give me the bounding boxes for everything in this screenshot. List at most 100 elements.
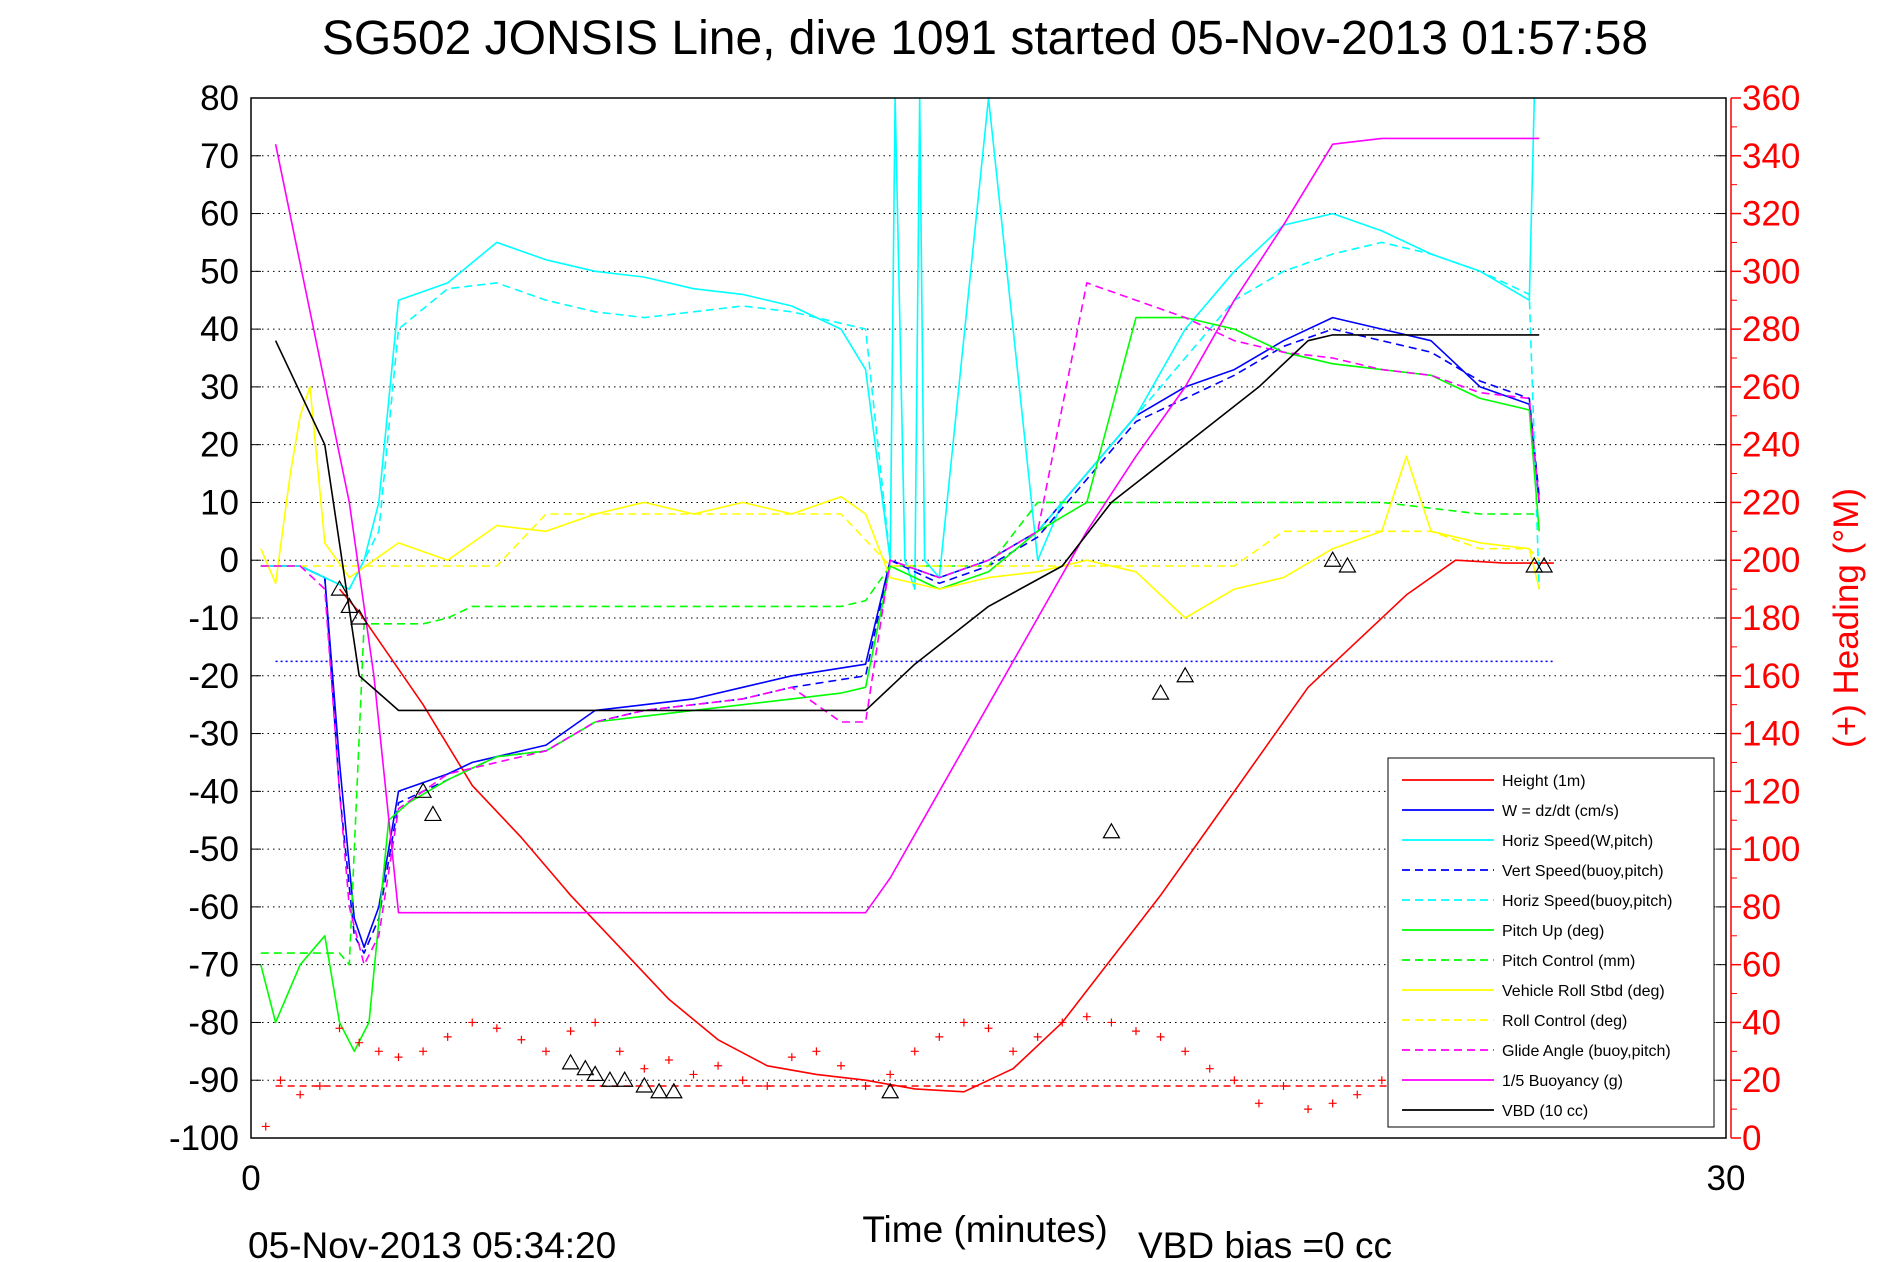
y-axis-left: 80 70 60 50 40 30 20 10 0 -10 -20 -30 -40 -50 -60 -70 -8… xyxy=(169,79,1726,1158)
legend-label: Vert Speed(buoy,pitch) xyxy=(1502,863,1664,880)
heading-marker xyxy=(296,1090,305,1099)
series-line-w-dz-dt-cm-s xyxy=(260,316,1540,949)
y-tick-label: -60 xyxy=(188,888,239,927)
y2-tick-label: 320 xyxy=(1742,195,1800,234)
heading-marker xyxy=(1254,1099,1263,1108)
chart-title: SG502 JONSIS Line, dive 1091 started 05-… xyxy=(322,12,1648,65)
series-group xyxy=(260,97,1554,1093)
heading-marker xyxy=(1132,1027,1140,1036)
heading-marker xyxy=(1009,1047,1018,1056)
heading-marker xyxy=(1107,1018,1116,1027)
y2-tick-label: 180 xyxy=(1742,599,1800,638)
heading-marker xyxy=(492,1024,501,1033)
series-line-horiz-speed-w-pitch xyxy=(260,97,1536,590)
legend-entries: Height (1m) W = dz/dt (cm/s) Horiz Speed(W… xyxy=(1402,773,1672,1120)
event-marker xyxy=(330,579,349,596)
y2-tick-label: 100 xyxy=(1742,830,1800,869)
event-marker xyxy=(881,1082,900,1099)
y-tick-label: -80 xyxy=(188,1003,239,1042)
y2-tick-label: 280 xyxy=(1742,310,1800,349)
event-marker xyxy=(650,1082,669,1099)
event-marker xyxy=(664,1082,683,1099)
heading-marker xyxy=(335,1024,344,1033)
event-marker xyxy=(1102,822,1121,839)
series-line-pitch-up-deg xyxy=(260,316,1540,1053)
y2-tick-label: 260 xyxy=(1742,368,1800,407)
footer-vbd-bias: VBD bias =0 cc xyxy=(1138,1225,1392,1262)
series-line-pitch-control-mm xyxy=(260,501,1540,966)
event-marker xyxy=(615,1071,634,1087)
heading-marker xyxy=(261,1122,270,1131)
heading-marker xyxy=(542,1047,550,1056)
heading-marker xyxy=(315,1082,324,1090)
footer-timestamp: 05-Nov-2013 05:34:20 xyxy=(248,1225,616,1262)
y-tick-label: -40 xyxy=(188,772,239,811)
heading-marker xyxy=(1353,1090,1362,1099)
heading-marker xyxy=(1205,1064,1214,1073)
heading-marker xyxy=(689,1070,698,1079)
heading-marker xyxy=(861,1082,870,1090)
series-line-roll-control-deg xyxy=(260,513,1540,567)
y2-tick-label: 40 xyxy=(1742,1003,1781,1042)
heading-marker xyxy=(517,1035,526,1044)
y2-tick-label: 300 xyxy=(1742,252,1800,291)
y2-tick-label: 0 xyxy=(1742,1119,1761,1158)
y2-tick-label: 140 xyxy=(1742,715,1800,754)
series-line-1-5-buoyancy-g xyxy=(274,137,1540,914)
series-line-height-1m xyxy=(338,559,1554,1093)
heading-marker xyxy=(468,1018,477,1027)
y-tick-label: -20 xyxy=(188,657,239,696)
event-marker xyxy=(1338,556,1357,573)
legend-label: Vehicle Roll Stbd (deg) xyxy=(1502,983,1665,1000)
heading-marker xyxy=(1181,1047,1190,1056)
event-marker xyxy=(576,1059,595,1076)
heading-marker xyxy=(935,1032,944,1041)
event-marker xyxy=(561,1053,580,1070)
y-tick-label: 0 xyxy=(220,541,239,580)
heading-marker xyxy=(886,1070,895,1079)
x-tick-label: 0 xyxy=(241,1159,260,1198)
y-tick-label: 20 xyxy=(200,426,239,465)
heading-marker xyxy=(1279,1082,1288,1090)
y-axis-right: 3603403203002802602402202001801601401201… xyxy=(1731,79,1800,1158)
heading-marker xyxy=(959,1018,968,1027)
event-marker xyxy=(340,597,359,614)
heading-marker xyxy=(355,1038,364,1047)
x-axis: 0 30 xyxy=(241,1159,1745,1198)
y-tick-label: 50 xyxy=(200,252,239,291)
y2-tick-label: 120 xyxy=(1742,772,1800,811)
event-marker xyxy=(1535,556,1554,573)
heading-marker xyxy=(787,1053,796,1062)
event-marker xyxy=(1323,551,1342,567)
legend-label: Height (1m) xyxy=(1502,773,1586,790)
heading-marker xyxy=(1156,1032,1165,1041)
y-tick-label: 70 xyxy=(200,137,239,176)
legend-label: Pitch Control (mm) xyxy=(1502,953,1635,970)
y2-tick-label: 220 xyxy=(1742,483,1800,522)
y-tick-label: 80 xyxy=(200,79,239,118)
heading-marker xyxy=(664,1056,673,1064)
y2-tick-label: 20 xyxy=(1742,1061,1781,1100)
y2-tick-label: 80 xyxy=(1742,888,1781,927)
legend-label: Horiz Speed(W,pitch) xyxy=(1502,833,1653,850)
y-tick-label: -90 xyxy=(188,1061,239,1100)
heading-marker xyxy=(615,1047,624,1056)
event-marker xyxy=(635,1076,654,1093)
heading-marker xyxy=(1033,1032,1042,1041)
heading-marker xyxy=(394,1053,403,1062)
y-tick-label: -50 xyxy=(188,830,239,869)
y-tick-label: 30 xyxy=(200,368,239,407)
heading-marker xyxy=(1377,1076,1386,1085)
legend: Height (1m) W = dz/dt (cm/s) Horiz Speed(W… xyxy=(1387,757,1715,1128)
legend-label: Glide Angle (buoy,pitch) xyxy=(1502,1043,1671,1060)
heading-marker xyxy=(566,1027,575,1036)
heading-marker xyxy=(1304,1105,1313,1114)
heading-marker xyxy=(910,1047,919,1056)
heading-marker xyxy=(1058,1018,1067,1027)
heading-marker xyxy=(1328,1099,1337,1108)
event-marker xyxy=(414,782,433,798)
legend-label: 1/5 Buoyancy (g) xyxy=(1502,1073,1623,1090)
x-axis-label: Time (minutes) xyxy=(862,1209,1107,1250)
event-marker xyxy=(1525,556,1544,573)
